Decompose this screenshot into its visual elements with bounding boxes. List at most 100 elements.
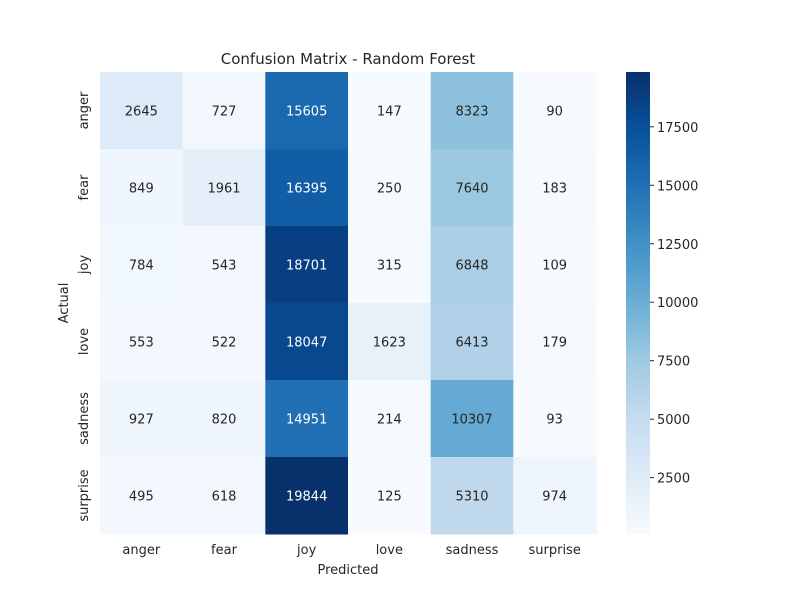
x-tick-label: love (376, 543, 403, 558)
heatmap-cell (348, 380, 432, 458)
x-tick-label: sadness (446, 543, 499, 558)
cell-value-label: 214 (377, 413, 402, 428)
y-tick-label: sadness (77, 392, 92, 445)
heatmap-cell (182, 226, 266, 304)
cell-value-label: 90 (546, 105, 563, 120)
heatmap-cell (430, 72, 514, 150)
cell-value-label: 147 (377, 105, 402, 120)
heatmap-cell (100, 226, 184, 304)
cell-value-label: 19844 (286, 490, 327, 505)
heatmap-cell (348, 457, 432, 535)
cell-value-label: 183 (542, 182, 567, 197)
heatmap-cell (265, 149, 349, 227)
heatmap-cell (265, 226, 349, 304)
colorbar (626, 72, 650, 534)
colorbar-tick-label: 17500 (657, 121, 698, 136)
heatmap-cell (265, 457, 349, 535)
heatmap-cell (513, 149, 597, 227)
cell-value-label: 15605 (286, 105, 327, 120)
y-tick-label: joy (77, 255, 92, 276)
x-tick-label: anger (122, 543, 160, 558)
heatmap-cell (430, 380, 514, 458)
cell-value-label: 5310 (455, 490, 488, 505)
heatmap-cell (100, 72, 184, 150)
cell-value-label: 849 (129, 182, 154, 197)
x-tick-label: surprise (528, 543, 580, 558)
colorbar-tick-label: 15000 (657, 179, 698, 194)
heatmap-cell (265, 72, 349, 150)
colorbar-tick-labels: 2500 5000 7500 10000 12500 15000 17500 (650, 121, 698, 487)
cell-value-label: 16395 (286, 182, 327, 197)
heatmap-cell (100, 457, 184, 535)
cell-value-label: 543 (212, 259, 237, 274)
cell-value-label: 109 (542, 259, 567, 274)
heatmap-cell (513, 226, 597, 304)
cell-value-label: 618 (212, 490, 237, 505)
cell-value-label: 495 (129, 490, 154, 505)
colorbar-tick-label: 12500 (657, 238, 698, 253)
colorbar-tick-label: 10000 (657, 296, 698, 311)
heatmap-cell (265, 303, 349, 381)
cell-value-label: 820 (212, 413, 237, 428)
cell-value-label: 18047 (286, 336, 327, 351)
heatmap-cell (182, 303, 266, 381)
cell-value-label: 125 (377, 490, 402, 505)
heatmap-cell (348, 303, 432, 381)
heatmap-cell (100, 380, 184, 458)
x-axis-label: Predicted (317, 563, 378, 578)
colorbar-tick-label: 5000 (657, 413, 690, 428)
y-tick-label: anger (77, 91, 92, 129)
cell-value-label: 7640 (455, 182, 488, 197)
y-tick-labels: anger fear joy love sadness surprise (77, 91, 92, 522)
heatmap-cell (348, 149, 432, 227)
heatmap-cell (348, 72, 432, 150)
heatmap-cell (430, 226, 514, 304)
heatmap-cell (348, 226, 432, 304)
cell-value-label: 553 (129, 336, 154, 351)
cell-value-label: 10307 (451, 413, 492, 428)
heatmap-cell (100, 149, 184, 227)
heatmap-cell (513, 303, 597, 381)
x-tick-labels: anger fear joy love sadness surprise (122, 543, 580, 558)
heatmap-cell (182, 457, 266, 535)
cell-value-label: 8323 (455, 105, 488, 120)
cell-value-label: 315 (377, 259, 402, 274)
cell-value-label: 1961 (207, 182, 240, 197)
y-tick-label: surprise (77, 469, 92, 521)
heatmap-cells: 2645 727 15605 147 8323 90 849 1961 16395 250 7640… (100, 72, 597, 535)
heatmap-cell (513, 380, 597, 458)
cell-value-label: 179 (542, 336, 567, 351)
cell-value-label: 1623 (373, 336, 406, 351)
cell-value-label: 927 (129, 413, 154, 428)
cell-value-label: 727 (212, 105, 237, 120)
cell-value-label: 250 (377, 182, 402, 197)
cell-value-label: 18701 (286, 259, 327, 274)
heatmap-cell (100, 303, 184, 381)
heatmap-cell (430, 149, 514, 227)
chart-title: Confusion Matrix - Random Forest (221, 50, 476, 68)
colorbar-tick-label: 2500 (657, 472, 690, 487)
heatmap-cell (265, 380, 349, 458)
heatmap-cell (430, 457, 514, 535)
heatmap-cell (182, 380, 266, 458)
heatmap-cell (182, 149, 266, 227)
cell-value-label: 6848 (455, 259, 488, 274)
y-tick-label: love (77, 328, 92, 355)
cell-value-label: 14951 (286, 413, 327, 428)
x-tick-label: joy (296, 543, 317, 558)
cell-value-label: 6413 (455, 336, 488, 351)
heatmap-cell (513, 72, 597, 150)
y-axis-label: Actual (57, 283, 72, 324)
cell-value-label: 784 (129, 259, 154, 274)
heatmap-cell (513, 457, 597, 535)
cell-value-label: 974 (542, 490, 567, 505)
colorbar-tick-label: 7500 (657, 355, 690, 370)
heatmap-cell (430, 303, 514, 381)
heatmap-cell (182, 72, 266, 150)
cell-value-label: 2645 (125, 105, 158, 120)
x-tick-label: fear (211, 543, 238, 558)
cell-value-label: 93 (546, 413, 563, 428)
y-tick-label: fear (77, 174, 92, 201)
cell-value-label: 522 (212, 336, 237, 351)
